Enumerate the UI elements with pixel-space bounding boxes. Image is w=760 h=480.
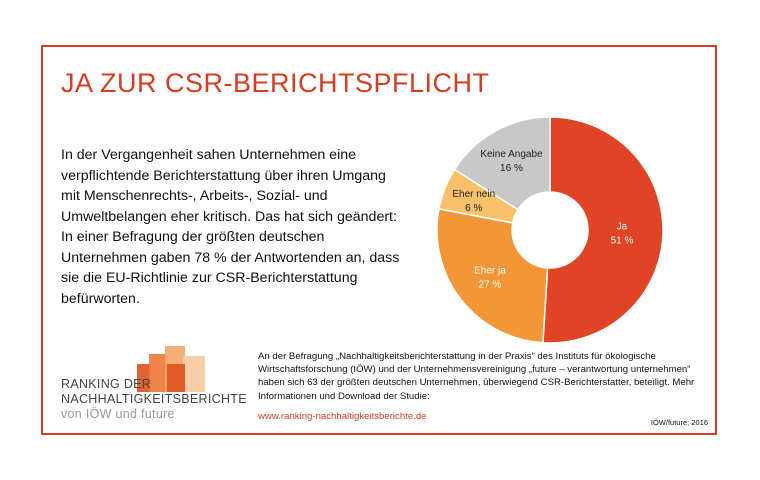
study-link[interactable]: www.ranking-nachhaltigkeitsberichte.de [258,411,427,422]
slice-value-label: 51 % [611,235,634,246]
building-blocks-icon [137,346,205,392]
infographic-frame [41,45,717,435]
ranking-logo: RANKING DER NACHHALTIGKEITSBERICHTE von … [61,340,281,430]
slice-category-label: Eher nein [452,189,495,200]
logo-line-3: von IÖW und future [61,407,175,421]
logo-block [183,356,205,392]
page-title: JA ZUR CSR-BERICHTSPFLICHT [61,68,490,98]
donut-chart: Ja 51 % Eher ja 27 % Eher nein 6 % Keine Angab… [436,116,664,344]
donut-slices [436,116,664,344]
slice-category-label: Eher ja [474,266,506,277]
logo-line-1: RANKING DER [61,377,152,391]
slice-category-label: Ja [617,221,628,232]
donut-slice-keine-angabe [453,116,551,211]
slice-category-label: Keine Angabe [480,149,543,160]
donut-labels: Ja 51 % Eher ja 27 % Eher nein 6 % Keine Angab… [452,149,633,291]
logo-block [137,364,151,392]
logo-line-2: NACHHALTIGKEITSBERICHTE [61,392,247,406]
slice-value-label: 16 % [500,163,523,174]
logo-block [167,364,185,392]
source-note: IÖW/future; 2016 [650,418,708,427]
logo-block [149,354,167,392]
slice-value-label: 6 % [465,203,482,214]
study-description: An der Befragung „Nachhaltigkeitsbericht… [258,351,695,402]
donut-slice-ja [542,116,664,344]
slice-value-label: 27 % [479,280,502,291]
intro-paragraph: In der Vergangenheit sahen Unternehmen e… [61,147,400,307]
donut-slice-eher-ja [436,207,549,344]
